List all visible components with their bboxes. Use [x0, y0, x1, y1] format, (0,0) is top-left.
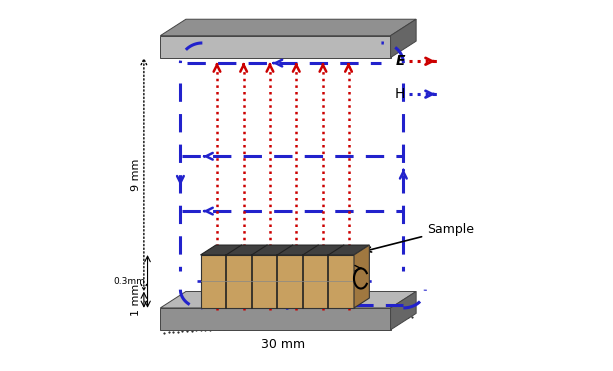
Text: Sample: Sample [366, 223, 474, 252]
Text: 1 mm: 1 mm [131, 283, 141, 316]
Text: 9 mm: 9 mm [131, 158, 141, 191]
Text: 30 mm: 30 mm [261, 338, 305, 351]
Polygon shape [200, 245, 370, 255]
Text: E: E [395, 54, 405, 68]
Polygon shape [200, 255, 354, 308]
Polygon shape [161, 19, 416, 36]
Text: 0.3mm: 0.3mm [114, 277, 146, 286]
Polygon shape [390, 292, 416, 330]
Text: H: H [395, 87, 405, 101]
Polygon shape [390, 19, 416, 58]
Polygon shape [161, 292, 416, 308]
Polygon shape [354, 245, 370, 308]
Polygon shape [161, 36, 390, 58]
Polygon shape [161, 308, 390, 330]
